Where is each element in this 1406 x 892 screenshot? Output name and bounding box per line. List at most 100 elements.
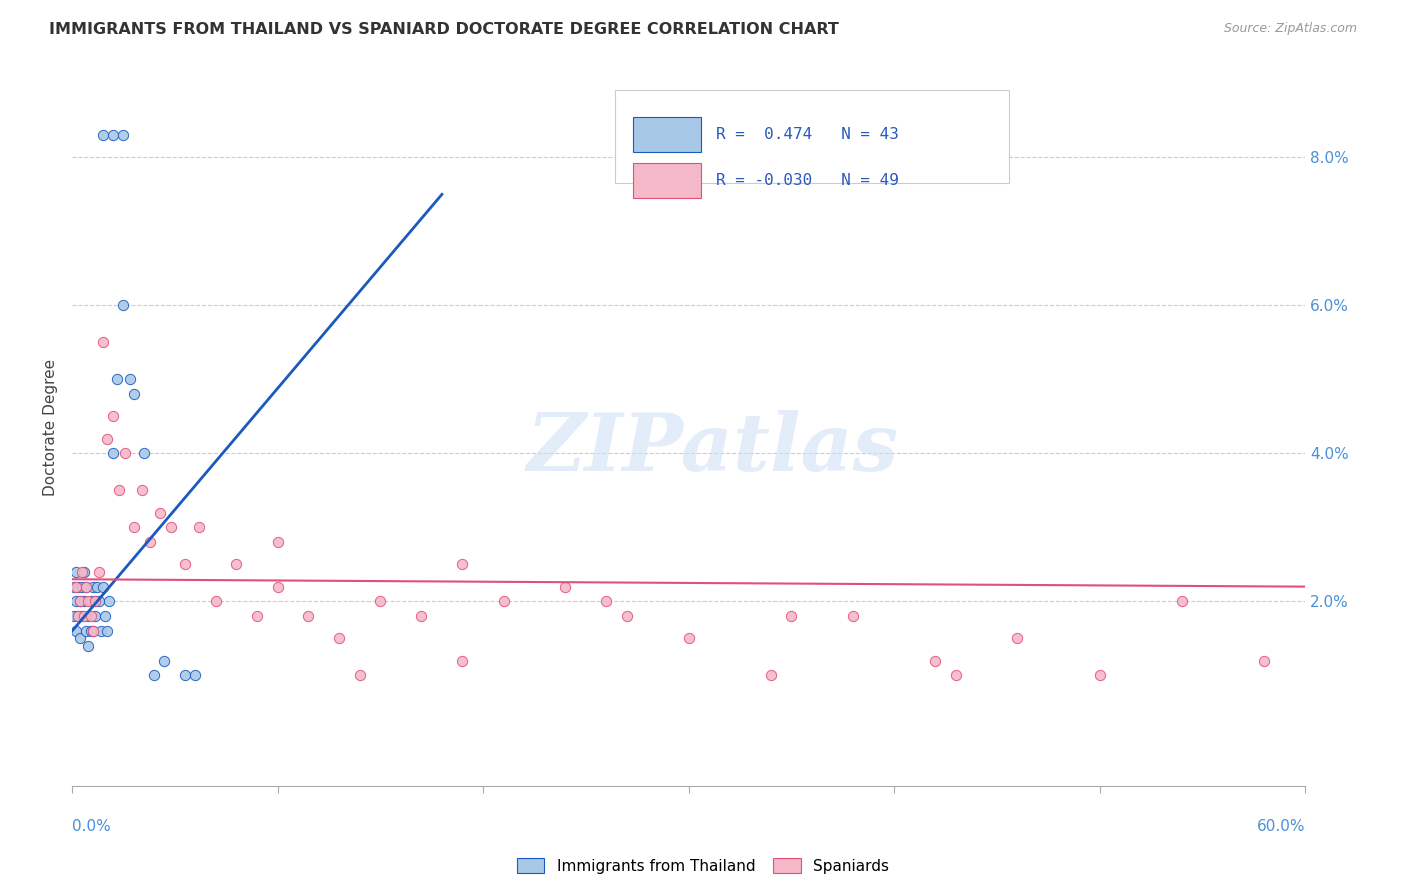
Point xyxy=(108,483,131,498)
Point xyxy=(65,594,87,608)
Point xyxy=(451,558,474,572)
Point xyxy=(63,580,86,594)
FancyBboxPatch shape xyxy=(614,90,1010,184)
Point xyxy=(67,609,90,624)
Point xyxy=(842,609,865,624)
Point xyxy=(328,632,350,646)
Point xyxy=(82,624,104,638)
Bar xyxy=(633,163,700,198)
Text: ZIPatlas: ZIPatlas xyxy=(527,410,900,488)
Point xyxy=(174,668,197,682)
Point xyxy=(595,594,617,608)
Point xyxy=(72,580,94,594)
Point xyxy=(75,580,97,594)
Text: IMMIGRANTS FROM THAILAND VS SPANIARD DOCTORATE DEGREE CORRELATION CHART: IMMIGRANTS FROM THAILAND VS SPANIARD DOC… xyxy=(49,22,839,37)
Point xyxy=(65,580,87,594)
Bar xyxy=(633,118,700,152)
Point xyxy=(98,594,121,608)
Legend: Immigrants from Thailand, Spaniards: Immigrants from Thailand, Spaniards xyxy=(510,852,896,880)
Point xyxy=(266,580,288,594)
Point xyxy=(139,535,162,549)
Point xyxy=(112,298,135,312)
Point xyxy=(91,580,114,594)
Point xyxy=(65,624,87,638)
Point xyxy=(159,520,181,534)
Point xyxy=(411,609,433,624)
Point xyxy=(105,372,128,386)
Point xyxy=(83,609,105,624)
Point xyxy=(246,609,269,624)
Point xyxy=(101,409,124,424)
Point xyxy=(554,580,576,594)
Point xyxy=(72,565,94,579)
Point xyxy=(616,609,638,624)
Point xyxy=(69,594,91,608)
Point xyxy=(69,632,91,646)
Point xyxy=(67,580,90,594)
Text: 0.0%: 0.0% xyxy=(72,819,111,834)
Point xyxy=(349,668,371,682)
Text: R =  0.474   N = 43: R = 0.474 N = 43 xyxy=(716,127,898,142)
Point xyxy=(75,580,97,594)
Point xyxy=(91,128,114,142)
Point xyxy=(101,128,124,142)
Point xyxy=(87,594,110,608)
Point xyxy=(297,609,319,624)
Point xyxy=(205,594,228,608)
Point xyxy=(266,535,288,549)
Point xyxy=(72,609,94,624)
Point xyxy=(67,609,90,624)
Point xyxy=(96,432,118,446)
Point xyxy=(65,565,87,579)
Point xyxy=(73,565,96,579)
Point xyxy=(63,609,86,624)
Point xyxy=(87,565,110,579)
Point xyxy=(69,594,91,608)
Text: Source: ZipAtlas.com: Source: ZipAtlas.com xyxy=(1223,22,1357,36)
Point xyxy=(82,580,104,594)
Point xyxy=(153,654,176,668)
Point xyxy=(83,594,105,608)
Point xyxy=(188,520,211,534)
Point xyxy=(174,558,197,572)
Point xyxy=(1253,654,1275,668)
Point xyxy=(96,624,118,638)
Point xyxy=(91,335,114,350)
Point xyxy=(77,609,100,624)
Point xyxy=(77,594,100,608)
Point xyxy=(945,668,967,682)
Point xyxy=(122,387,145,401)
Y-axis label: Doctorate Degree: Doctorate Degree xyxy=(44,359,58,496)
Point xyxy=(112,128,135,142)
Point xyxy=(184,668,207,682)
Point xyxy=(368,594,391,608)
Point xyxy=(492,594,515,608)
Point xyxy=(79,609,101,624)
Point xyxy=(79,594,101,608)
Point xyxy=(149,506,172,520)
Point xyxy=(122,520,145,534)
Point xyxy=(759,668,782,682)
Point xyxy=(90,624,112,638)
Point xyxy=(73,609,96,624)
Point xyxy=(1007,632,1029,646)
Text: R = -0.030   N = 49: R = -0.030 N = 49 xyxy=(716,173,898,188)
Point xyxy=(780,609,803,624)
Point xyxy=(924,654,946,668)
Point xyxy=(1171,594,1194,608)
Point xyxy=(143,668,166,682)
Point xyxy=(73,594,96,608)
Point xyxy=(75,624,97,638)
Point xyxy=(118,372,141,386)
Point xyxy=(101,446,124,460)
Point xyxy=(114,446,136,460)
Point xyxy=(83,594,105,608)
Point xyxy=(94,609,117,624)
Point xyxy=(131,483,153,498)
Point xyxy=(132,446,155,460)
Point xyxy=(86,580,108,594)
Point xyxy=(678,632,700,646)
Point xyxy=(82,624,104,638)
Point xyxy=(1088,668,1111,682)
Point xyxy=(77,639,100,653)
